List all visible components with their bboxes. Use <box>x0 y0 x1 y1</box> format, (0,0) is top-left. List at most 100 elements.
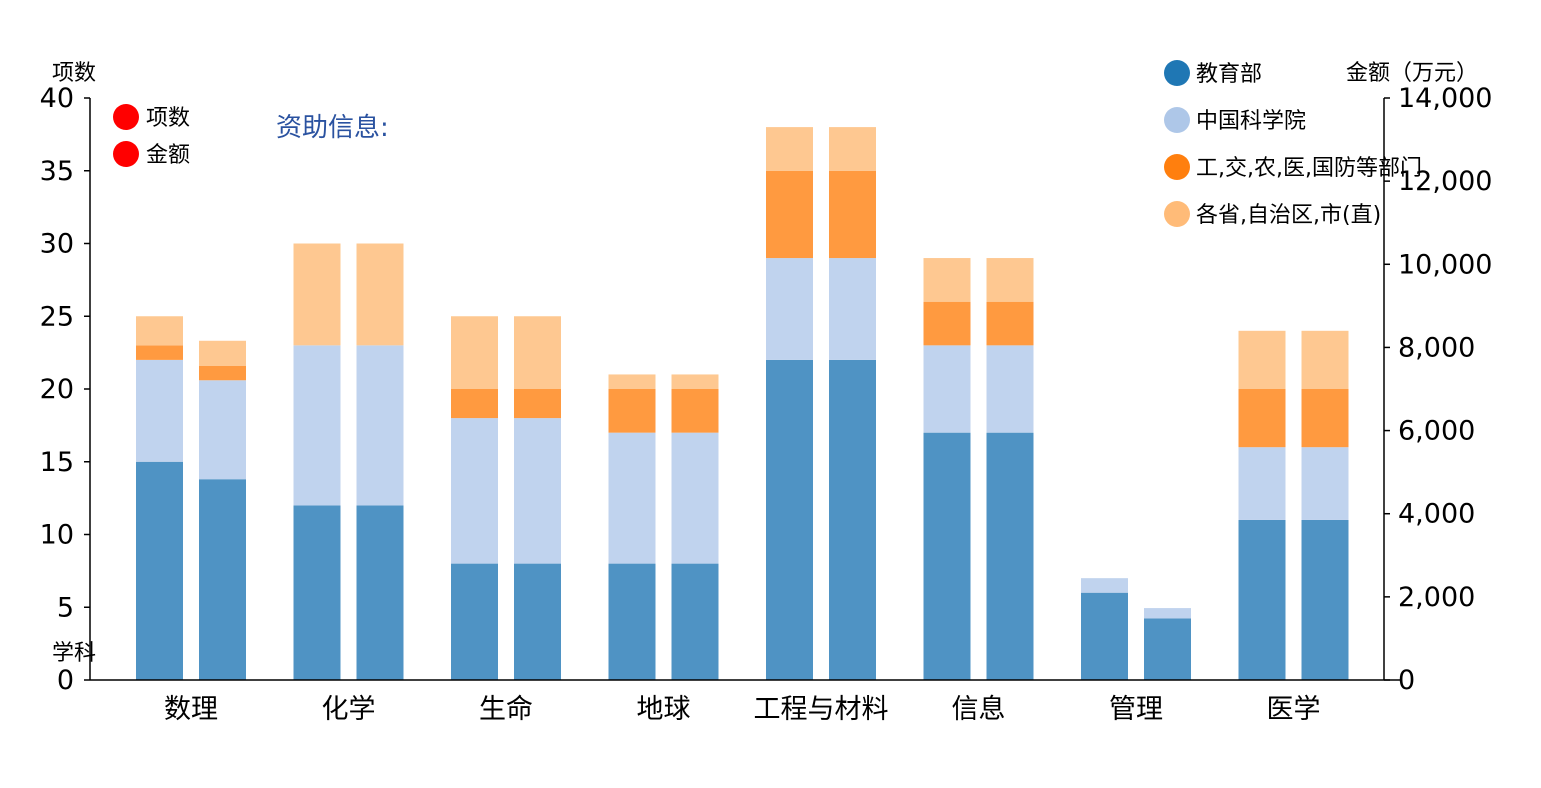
bar-count-3-3 <box>608 374 656 389</box>
bar-amount-6-0 <box>1144 618 1191 680</box>
bar-count-0-1 <box>136 359 183 462</box>
bar-count-2-1 <box>451 418 498 564</box>
bar-amount-1-1 <box>356 345 404 506</box>
left-tick-label: 15 <box>40 447 74 478</box>
series-legend-marker <box>1164 60 1190 86</box>
bar-count-1-3 <box>293 243 341 346</box>
bar-count-4-3 <box>766 127 813 171</box>
bar-count-0-2 <box>136 345 183 360</box>
bar-count-4-1 <box>766 258 813 360</box>
bar-amount-3-0 <box>671 563 719 680</box>
bar-amount-2-2 <box>514 389 561 419</box>
bar-count-2-3 <box>451 316 498 389</box>
left-tick-label: 30 <box>40 229 74 260</box>
series-legend-label: 各省,自治区,市(直) <box>1196 203 1381 228</box>
bar-amount-0-3 <box>199 340 246 366</box>
bar-count-0-3 <box>136 316 183 346</box>
right-axis-title: 金额（万元） <box>1346 61 1478 86</box>
group-legend-label: 项数 <box>146 106 190 131</box>
bar-count-7-1 <box>1238 447 1286 520</box>
bar-count-4-0 <box>766 359 813 680</box>
bar-count-5-3 <box>923 258 971 302</box>
bar-amount-7-2 <box>1301 389 1349 448</box>
category-label: 数理 <box>164 694 218 725</box>
bar-count-2-0 <box>451 563 498 680</box>
left-y-axis: 0 5 10 15 20 25 30 35 40 <box>40 83 91 696</box>
bar-count-1-0 <box>293 505 341 680</box>
group-legend-label: 金额 <box>146 143 190 168</box>
category-label: 医学 <box>1267 694 1321 725</box>
right-tick-label: 6,000 <box>1398 416 1475 447</box>
right-tick-label: 2,000 <box>1398 582 1475 613</box>
bar-amount-0-2 <box>199 365 246 381</box>
x-axis: 数理 化学 生命 地球 工程与材料 信息 管理 医学 <box>90 679 1400 725</box>
info-label: 资助信息: <box>276 113 389 143</box>
bar-count-2-2 <box>451 389 498 419</box>
bar-count-7-2 <box>1238 389 1286 448</box>
bar-count-1-1 <box>293 345 341 506</box>
series-legend-marker <box>1164 107 1190 133</box>
bar-amount-1-3 <box>356 243 404 346</box>
bar-amount-7-3 <box>1301 330 1349 389</box>
bar-amount-7-0 <box>1301 519 1349 680</box>
series-legend-label: 教育部 <box>1196 62 1262 87</box>
bar-count-5-2 <box>923 301 971 346</box>
bar-amount-2-3 <box>514 316 561 389</box>
series-legend-label: 中国科学院 <box>1196 109 1306 134</box>
series-legend-marker <box>1164 201 1190 227</box>
bars-layer <box>136 127 1349 680</box>
right-tick-label: 8,000 <box>1398 332 1475 363</box>
bar-count-0-0 <box>136 461 183 680</box>
bar-amount-4-1 <box>829 258 876 360</box>
bar-count-7-3 <box>1238 330 1286 389</box>
right-tick-label: 4,000 <box>1398 499 1475 530</box>
bar-count-3-1 <box>608 432 656 564</box>
right-y-axis: 0 2,000 4,000 6,000 8,000 10,000 12,000 14,000 <box>1383 83 1492 696</box>
series-legend-marker <box>1164 154 1190 180</box>
right-tick-label: 0 <box>1398 665 1415 696</box>
bar-amount-4-2 <box>829 170 876 259</box>
bar-amount-7-1 <box>1301 447 1349 520</box>
category-label: 工程与材料 <box>754 694 889 725</box>
bar-amount-3-3 <box>671 374 719 389</box>
bar-amount-5-0 <box>986 432 1034 680</box>
right-tick-label: 12,000 <box>1398 166 1492 197</box>
bar-count-7-0 <box>1238 519 1286 680</box>
bar-amount-4-3 <box>829 127 876 171</box>
bar-amount-5-2 <box>986 301 1034 346</box>
bar-amount-4-0 <box>829 359 876 680</box>
group-legend-marker <box>113 104 139 130</box>
bar-count-3-0 <box>608 563 656 680</box>
category-label: 生命 <box>479 694 533 725</box>
category-label: 化学 <box>322 694 376 725</box>
bar-amount-3-2 <box>671 389 719 433</box>
category-label: 管理 <box>1109 694 1163 725</box>
bar-count-6-1 <box>1081 578 1128 593</box>
left-tick-label: 0 <box>57 665 74 696</box>
left-tick-label: 10 <box>40 520 74 551</box>
left-tick-label: 20 <box>40 374 74 405</box>
group-legend-marker <box>113 141 139 167</box>
bar-amount-2-1 <box>514 418 561 564</box>
bar-count-3-2 <box>608 389 656 433</box>
left-tick-label: 40 <box>40 83 74 114</box>
bar-count-5-1 <box>923 345 971 433</box>
bar-amount-2-0 <box>514 563 561 680</box>
series-legend-label: 工,交,农,医,国防等部门 <box>1196 156 1422 181</box>
category-label: 地球 <box>637 694 691 725</box>
bar-amount-1-0 <box>356 505 404 680</box>
right-tick-label: 10,000 <box>1398 249 1492 280</box>
bar-amount-0-0 <box>199 479 246 680</box>
x-axis-title: 学科 <box>52 641 96 666</box>
bar-amount-5-1 <box>986 345 1034 433</box>
left-tick-label: 35 <box>40 156 74 187</box>
category-label: 信息 <box>952 694 1006 725</box>
bar-amount-6-1 <box>1144 608 1191 619</box>
left-tick-label: 5 <box>57 592 74 623</box>
left-axis-title: 项数 <box>52 61 96 86</box>
bar-count-6-0 <box>1081 592 1128 680</box>
bar-count-4-2 <box>766 170 813 259</box>
left-tick-label: 25 <box>40 301 74 332</box>
